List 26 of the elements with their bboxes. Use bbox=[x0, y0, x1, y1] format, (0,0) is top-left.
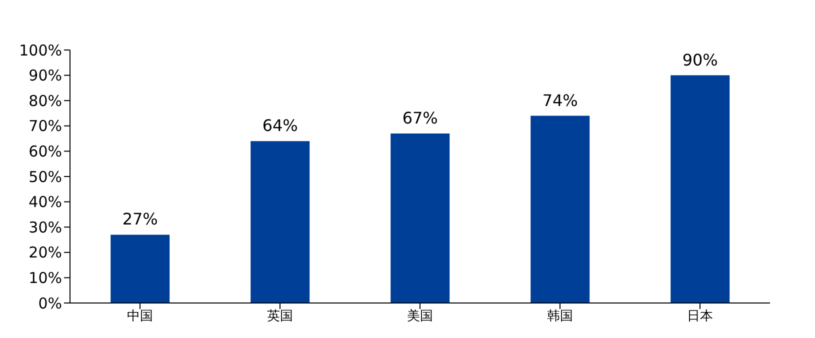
data-label: 90% bbox=[682, 50, 718, 70]
bar bbox=[530, 116, 590, 303]
data-label: 27% bbox=[122, 210, 158, 229]
bar bbox=[110, 234, 170, 303]
x-tick-label: 韩国 bbox=[547, 309, 573, 324]
y-tick-label: 100% bbox=[19, 41, 62, 60]
data-label: 64% bbox=[262, 116, 298, 136]
x-tick-label: 美国 bbox=[407, 308, 433, 324]
data-label: 67% bbox=[402, 108, 438, 128]
x-tick-label: 英国 bbox=[267, 309, 293, 324]
x-tick-label: 中国 bbox=[127, 309, 153, 324]
y-tick-label: 30% bbox=[28, 218, 62, 236]
bar bbox=[670, 75, 730, 303]
data-label: 74% bbox=[542, 90, 578, 110]
y-tick-label: 0% bbox=[38, 294, 62, 312]
y-tick-label: 60% bbox=[28, 142, 62, 161]
y-tick-label: 90% bbox=[28, 66, 62, 85]
y-tick-label: 70% bbox=[28, 117, 62, 136]
x-tick-label: 日本 bbox=[687, 309, 713, 324]
y-tick-label: 80% bbox=[28, 92, 62, 110]
y-tick-label: 10% bbox=[28, 269, 62, 288]
bar bbox=[390, 133, 450, 303]
y-tick-label: 20% bbox=[28, 244, 62, 262]
bar bbox=[250, 141, 310, 303]
y-tick-label: 50% bbox=[28, 168, 62, 186]
y-tick-label: 40% bbox=[28, 193, 62, 212]
